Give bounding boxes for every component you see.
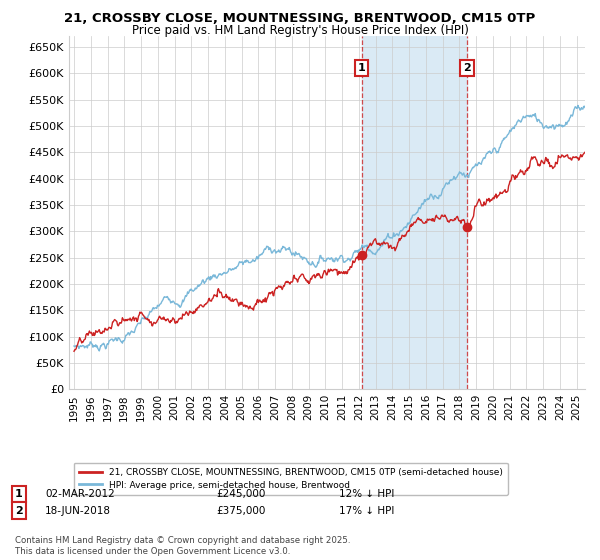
Text: 18-JUN-2018: 18-JUN-2018 <box>45 506 111 516</box>
Text: £245,000: £245,000 <box>216 489 265 499</box>
Text: 17% ↓ HPI: 17% ↓ HPI <box>339 506 394 516</box>
Text: 12% ↓ HPI: 12% ↓ HPI <box>339 489 394 499</box>
Text: 2: 2 <box>463 63 471 73</box>
Text: £375,000: £375,000 <box>216 506 265 516</box>
Text: 1: 1 <box>15 489 23 499</box>
Text: Price paid vs. HM Land Registry's House Price Index (HPI): Price paid vs. HM Land Registry's House … <box>131 24 469 36</box>
Bar <box>362 36 467 389</box>
Text: 2: 2 <box>15 506 23 516</box>
Text: 02-MAR-2012: 02-MAR-2012 <box>45 489 115 499</box>
Text: 1: 1 <box>358 63 365 73</box>
Text: 21, CROSSBY CLOSE, MOUNTNESSING, BRENTWOOD, CM15 0TP: 21, CROSSBY CLOSE, MOUNTNESSING, BRENTWO… <box>64 12 536 25</box>
Text: Contains HM Land Registry data © Crown copyright and database right 2025.
This d: Contains HM Land Registry data © Crown c… <box>15 536 350 556</box>
Legend: 21, CROSSBY CLOSE, MOUNTNESSING, BRENTWOOD, CM15 0TP (semi-detached house), HPI:: 21, CROSSBY CLOSE, MOUNTNESSING, BRENTWO… <box>74 463 508 495</box>
